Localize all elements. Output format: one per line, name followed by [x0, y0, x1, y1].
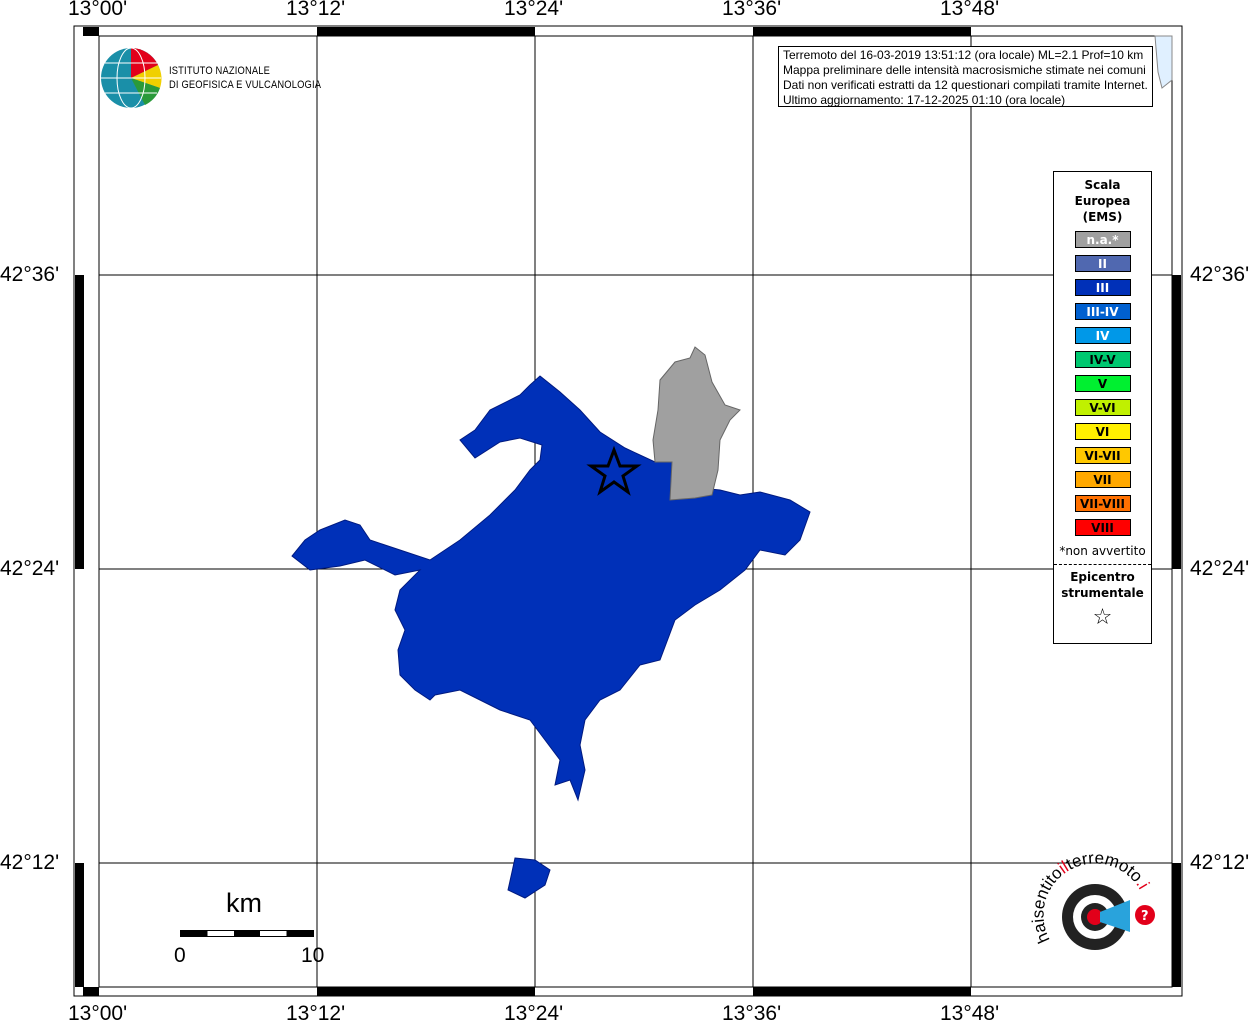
area-intensity-na — [652, 346, 741, 501]
lon-tick-top: 13°36' — [722, 0, 782, 20]
legend-swatch-IV-V: IV-V — [1074, 351, 1131, 368]
legend-title: Scala Europea (EMS) — [1054, 177, 1151, 225]
legend-swatch-VII-VIII: VII-VIII — [1074, 495, 1131, 512]
lat-tick-right: 42°24' — [1190, 557, 1250, 580]
lon-tick-top: 13°24' — [504, 0, 564, 20]
scale-max: 10 — [301, 944, 325, 967]
epicenter-title-line: strumentale — [1061, 586, 1144, 600]
ingv-line2: DI GEOFISICA E VULCANOLOGIA — [169, 79, 322, 91]
lon-tick-top: 13°12' — [286, 0, 346, 20]
legend-swatch-VI: VI — [1074, 423, 1131, 440]
scale-min: 0 — [174, 944, 186, 967]
lat-tick-left: 42°12' — [0, 851, 60, 874]
lon-tick-bottom: 13°12' — [286, 1002, 346, 1024]
info-line: Dati non verificati estratti da 12 quest… — [783, 78, 1148, 92]
lon-tick-bottom: 13°36' — [722, 1002, 782, 1024]
info-line: Terremoto del 16-03-2019 13:51:12 (ora l… — [783, 48, 1144, 62]
ingv-line1: ISTITUTO NAZIONALE — [169, 65, 271, 77]
graticule — [99, 36, 1172, 987]
legend-swatch-V: V — [1074, 375, 1131, 392]
event-info-box: Terremoto del 16-03-2019 13:51:12 (ora l… — [778, 46, 1153, 107]
area-intensity-III-south — [507, 857, 551, 899]
lat-tick-left: 42°36' — [0, 263, 60, 286]
legend-note: *non avvertito — [1059, 544, 1146, 558]
lon-tick-bottom: 13°48' — [940, 1002, 1000, 1024]
intensity-legend: Scala Europea (EMS) n.a.* II III III-IV IV IV… — [1053, 171, 1152, 644]
epicenter-title-line: Epicentro — [1070, 570, 1135, 584]
legend-divider — [1054, 564, 1151, 565]
lat-tick-right: 42°36' — [1190, 263, 1250, 286]
info-line: Mappa preliminare delle intensità macros… — [783, 63, 1146, 77]
ingv-name: ISTITUTO NAZIONALE DI GEOFISICA E VULCAN… — [169, 64, 321, 92]
legend-title-line: (EMS) — [1082, 210, 1123, 224]
legend-swatch-II: II — [1074, 255, 1131, 272]
legend-swatch-VIII: VIII — [1074, 519, 1131, 536]
legend-swatch-III-IV: III-IV — [1074, 303, 1131, 320]
scale-bar: km 0 10 — [170, 888, 330, 968]
map-frame — [75, 27, 1181, 996]
legend-swatch-V-VI: V-VI — [1074, 399, 1131, 416]
legend-title-line: Scala — [1084, 178, 1121, 192]
epicenter-legend: Epicentro strumentale — [1054, 569, 1151, 601]
lon-tick-bottom: 13°24' — [504, 1002, 564, 1024]
lon-tick-top: 13°00' — [68, 0, 128, 20]
lat-tick-right: 42°12' — [1190, 851, 1250, 874]
lon-tick-top: 13°48' — [940, 0, 1000, 20]
svg-text:?: ? — [1141, 909, 1149, 924]
lat-tick-left: 42°24' — [0, 557, 60, 580]
legend-title-line: Europea — [1074, 194, 1131, 208]
epicenter-star-icon — [586, 445, 642, 496]
legend-swatch-n.a.*: n.a.* — [1074, 231, 1131, 248]
ingv-logo — [101, 47, 162, 109]
legend-swatch-VI-VII: VI-VII — [1074, 447, 1131, 464]
info-line: Ultimo aggiornamento: 17-12-2025 01:10 (… — [783, 93, 1066, 107]
scale-graduation — [180, 930, 314, 937]
legend-swatch-III: III — [1074, 279, 1131, 296]
lon-tick-bottom: 13°00' — [68, 1002, 128, 1024]
scale-unit: km — [226, 888, 262, 918]
legend-swatches: n.a.* II III III-IV IV IV-V V V-VI VI VI-VII VII VI… — [1054, 231, 1151, 536]
legend-swatch-IV: IV — [1074, 327, 1131, 344]
star-icon: ☆ — [1092, 605, 1113, 630]
legend-swatch-VII: VII — [1074, 471, 1131, 488]
sea-area — [1154, 35, 1173, 89]
